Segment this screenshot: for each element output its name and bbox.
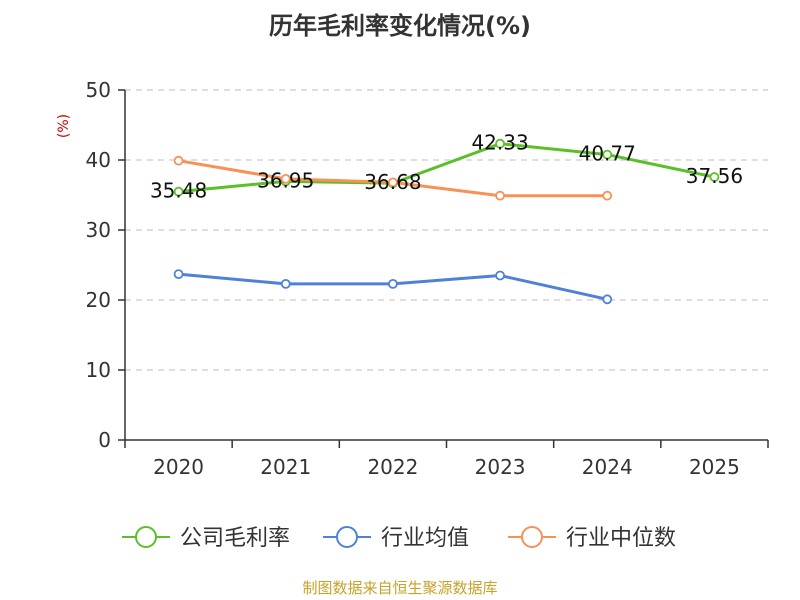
data-point [602, 149, 613, 160]
y-tick-label: 40 [86, 148, 111, 172]
data-point [388, 177, 398, 188]
legend-label: 行业中位数 [566, 526, 676, 551]
data-point [602, 294, 613, 305]
x-tick-label: 2020 [153, 455, 204, 479]
data-label: 42.33 [471, 131, 528, 155]
data-point [280, 173, 291, 184]
x-tick-label: 2022 [367, 455, 418, 479]
data-point [495, 270, 505, 281]
data-point [495, 138, 505, 149]
y-tick-label: 10 [86, 358, 111, 382]
chart-title: 历年毛利率变化情况(%) [269, 12, 531, 40]
data-point [173, 186, 184, 197]
label-layer: 35.48 36.95 36.68 42.33 40.77 37.56 [150, 131, 743, 203]
y-tick-label: 50 [86, 78, 111, 102]
data-point [173, 155, 184, 166]
x-tick-label: 2021 [260, 455, 311, 479]
series-line-0 [178, 142, 715, 194]
data-point [709, 172, 720, 182]
x-tick-label: 2024 [582, 455, 633, 479]
legend-marker [135, 526, 157, 548]
data-label: 35.48 [150, 179, 207, 203]
y-unit-label: (%) [56, 114, 72, 138]
data-point [495, 190, 505, 201]
data-point [280, 278, 291, 289]
y-tick-label: 20 [86, 288, 111, 312]
data-point [173, 269, 184, 280]
data-label: 40.77 [579, 142, 636, 166]
data-label: 36.95 [257, 168, 314, 192]
x-tick-label: 2023 [475, 455, 526, 479]
data-label: 36.68 [364, 170, 421, 194]
data-point [388, 278, 398, 289]
legend-marker [336, 526, 358, 548]
legend: 公司毛利率 行业均值 行业中位数 [122, 526, 676, 551]
source-note: 制图数据来自恒生聚源数据库 [302, 579, 498, 597]
legend-marker [521, 526, 543, 548]
legend-label: 公司毛利率 [180, 526, 290, 551]
grid-layer [125, 89, 768, 371]
y-tick-label: 0 [98, 428, 111, 452]
data-point [602, 190, 613, 201]
legend-label: 行业均值 [381, 526, 469, 551]
x-tick-label: 2025 [689, 455, 740, 479]
data-label: 37.56 [686, 164, 743, 188]
axis-layer: 0 10 20 30 40 50 2020 2021 2022 2023 2024 2025 (%) [56, 78, 769, 479]
y-tick-label: 30 [86, 218, 111, 242]
series-layer [173, 138, 720, 305]
